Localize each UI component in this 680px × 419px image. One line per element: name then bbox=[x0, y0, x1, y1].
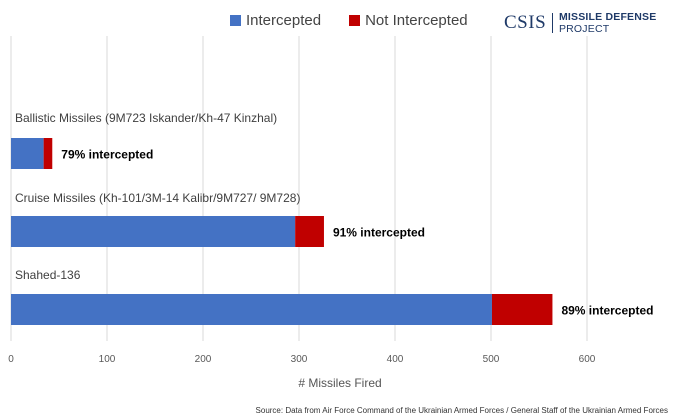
bar-not-intercepted bbox=[491, 294, 553, 325]
bar-intercepted bbox=[11, 138, 44, 169]
missile-defense-project-wordmark: MISSILE DEFENSE PROJECT bbox=[559, 11, 680, 35]
csis-wordmark: CSIS bbox=[504, 12, 547, 33]
intercept-rate-label: 91% intercepted bbox=[333, 226, 425, 240]
x-tick-label: 600 bbox=[579, 354, 596, 365]
x-tick-label: 0 bbox=[8, 354, 14, 365]
x-tick-label: 500 bbox=[483, 354, 500, 365]
x-tick-label: 400 bbox=[387, 354, 404, 365]
logo-project-rest: PROJECT bbox=[558, 23, 610, 35]
x-tick-label: 300 bbox=[291, 354, 308, 365]
category-label: Shahed-136 bbox=[15, 268, 81, 282]
x-axis-label: # Missiles Fired bbox=[298, 376, 382, 390]
bar-intercepted bbox=[11, 294, 492, 325]
legend-label-not-intercepted: Not Intercepted bbox=[365, 12, 468, 29]
category-label: Ballistic Missiles (9M723 Iskander/Kh-47… bbox=[15, 111, 277, 125]
x-tick-label: 100 bbox=[99, 354, 116, 365]
logo-divider bbox=[552, 13, 553, 33]
legend-item-not-intercepted: Not Intercepted bbox=[349, 12, 468, 29]
bar-not-intercepted bbox=[43, 138, 53, 169]
source-note: Source: Data from Air Force Command of t… bbox=[255, 406, 668, 415]
intercept-rate-label: 79% intercepted bbox=[61, 148, 153, 162]
chart-legend: Intercepted Not Intercepted bbox=[230, 12, 496, 29]
bar-intercepted bbox=[11, 216, 296, 247]
logo-project-bold: MISSILE DEFENSE bbox=[558, 11, 657, 23]
legend-swatch-intercepted bbox=[230, 15, 241, 26]
x-tick-label: 200 bbox=[195, 354, 212, 365]
legend-item-intercepted: Intercepted bbox=[230, 12, 321, 29]
bar-not-intercepted bbox=[295, 216, 324, 247]
legend-label-intercepted: Intercepted bbox=[246, 12, 322, 29]
intercept-rate-label: 89% intercepted bbox=[561, 304, 653, 318]
csis-logo: CSIS MISSILE DEFENSE PROJECT bbox=[504, 11, 680, 35]
legend-swatch-not-intercepted bbox=[349, 15, 361, 26]
category-label: Cruise Missiles (Kh-101/3M-14 Kalibr/9M7… bbox=[15, 191, 300, 205]
